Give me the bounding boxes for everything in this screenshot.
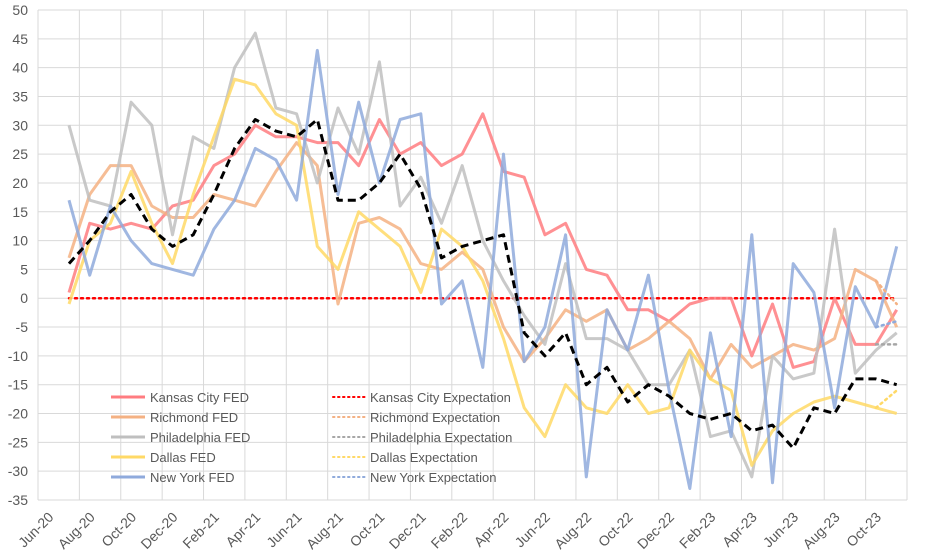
legend-label: Philadelphia Expectation — [370, 430, 512, 445]
x-tick-label: Oct-20 — [98, 509, 139, 550]
x-tick-label: Dec-21 — [386, 509, 429, 552]
y-tick-label: 30 — [12, 117, 28, 133]
x-tick-label: Feb-21 — [179, 509, 222, 552]
y-tick-label: -15 — [8, 377, 28, 393]
x-tick-label: Feb-23 — [676, 509, 719, 552]
x-tick-label: Aug-22 — [551, 509, 594, 552]
legend-label: Dallas FED — [150, 450, 216, 465]
y-tick-label: 40 — [12, 60, 28, 76]
y-tick-label: 50 — [12, 2, 28, 18]
series-line-philadelphia-fed — [67, 31, 898, 479]
x-tick-label: Feb-22 — [428, 509, 471, 552]
y-tick-label: 25 — [12, 146, 28, 162]
x-tick-label: Jun-23 — [760, 509, 802, 551]
y-tick-label: 10 — [12, 233, 28, 249]
y-tick-label: 35 — [12, 88, 28, 104]
series-line-dallas-fed — [67, 77, 898, 467]
series-line-richmond-expectation — [874, 279, 898, 306]
legend-label: New York Expectation — [370, 470, 496, 485]
x-tick-label: Oct-23 — [843, 509, 884, 550]
y-tick-label: -20 — [8, 406, 28, 422]
x-tick-label: Apr-23 — [719, 509, 760, 550]
series-line-average — [67, 118, 898, 450]
y-tick-label: -25 — [8, 434, 28, 450]
legend-label: New York FED — [150, 470, 235, 485]
x-tick-label: Aug-23 — [799, 509, 842, 552]
y-tick-label: -10 — [8, 348, 28, 364]
legend-label: Philadelphia FED — [150, 430, 250, 445]
x-tick-label: Apr-21 — [222, 509, 263, 550]
series-line-dallas-expectation — [874, 389, 898, 410]
x-tick-label: Oct-22 — [595, 509, 636, 550]
legend-label: Kansas City FED — [150, 390, 249, 405]
series-line-kansas-city-fed — [67, 112, 898, 369]
x-tick-label: Jun-21 — [263, 509, 305, 551]
y-tick-label: 15 — [12, 204, 28, 220]
x-tick-label: Dec-20 — [137, 509, 180, 552]
legend-label: Kansas City Expectation — [370, 390, 511, 405]
x-tick-label: Oct-21 — [346, 509, 387, 550]
x-tick-label: Dec-22 — [634, 509, 677, 552]
x-tick-label: Aug-20 — [55, 509, 98, 552]
legend: Kansas City FED Richmond FED Philadelphia … — [111, 390, 512, 485]
y-tick-label: -30 — [8, 463, 28, 479]
y-tick-label: -35 — [8, 492, 28, 508]
x-tick-label: Jun-20 — [15, 509, 57, 551]
y-tick-label: -5 — [16, 319, 29, 335]
legend-label: Richmond Expectation — [370, 410, 500, 425]
series-line-richmond-fed — [67, 141, 899, 381]
x-tick-label: Aug-21 — [303, 509, 346, 552]
y-tick-label: 45 — [12, 31, 28, 47]
legend-label: Dallas Expectation — [370, 450, 478, 465]
gridlines — [37, 9, 908, 501]
series-line-new-york-expectation — [874, 320, 898, 329]
legend-label: Richmond FED — [150, 410, 238, 425]
series-lines — [67, 31, 899, 490]
y-tick-label: 5 — [20, 261, 28, 277]
x-tick-label: Jun-22 — [511, 509, 553, 551]
y-tick-label: 0 — [20, 290, 28, 306]
series-line-new-york-fed — [67, 48, 899, 490]
y-tick-label: 20 — [12, 175, 28, 191]
x-tick-label: Apr-22 — [471, 509, 512, 550]
